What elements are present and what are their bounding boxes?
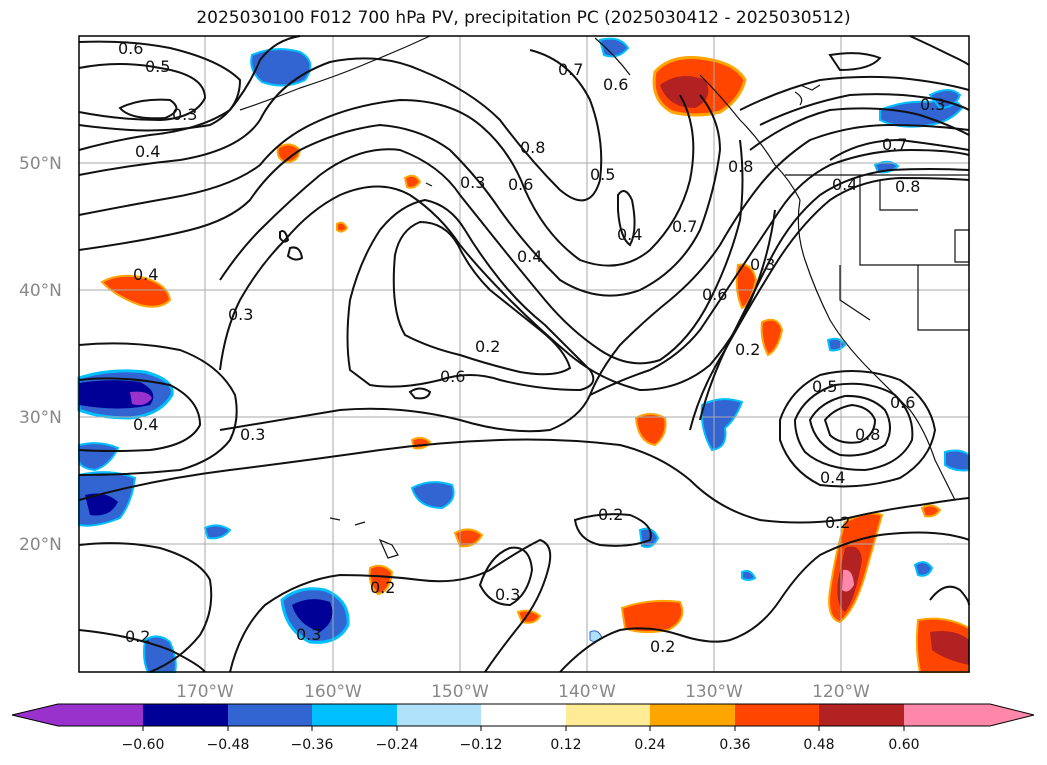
graticule	[79, 36, 969, 672]
colorbar-ticks	[142, 726, 905, 731]
contour-label: 0.2	[598, 505, 623, 524]
colorbar-tick-label: −0.36	[291, 737, 334, 753]
lon-label: 170°W	[176, 682, 234, 702]
colorbar-tick-label: 0.24	[634, 737, 665, 753]
contour-label: 0.3	[228, 305, 253, 324]
colorbar-tick-label: −0.24	[376, 737, 419, 753]
contour-label: 0.2	[825, 513, 850, 532]
colorbar-tick-label: 0.60	[888, 737, 919, 753]
contour-label: 0.3	[296, 625, 321, 644]
contour-label: 0.7	[882, 135, 907, 154]
contour-label: 0.6	[603, 75, 628, 94]
colorbar-tick-label: −0.12	[460, 737, 503, 753]
colorbar-tick-label: 0.48	[803, 737, 834, 753]
lon-label: 150°W	[431, 682, 489, 702]
contour-label: 0.7	[672, 217, 697, 236]
contour-label: 0.3	[172, 105, 197, 124]
lat-label: 30°N	[19, 408, 62, 428]
contour-label: 0.6	[890, 393, 915, 412]
lat-label: 50°N	[19, 154, 62, 174]
contour-label: 0.8	[855, 425, 880, 444]
contour-label: 0.2	[650, 637, 675, 656]
contour-label: 0.8	[520, 138, 545, 157]
contour-label: 0.5	[590, 165, 615, 184]
contour-label: 0.3	[460, 173, 485, 192]
contour-label: 0.5	[145, 57, 170, 76]
lon-label: 120°W	[812, 682, 870, 702]
precip-shading	[77, 37, 970, 673]
lat-label: 40°N	[19, 281, 62, 301]
contour-label: 0.8	[895, 177, 920, 196]
contour-label: 0.4	[133, 265, 158, 284]
contour-label: 0.3	[240, 425, 265, 444]
colorbar: −0.60 −0.48 −0.36 −0.24 −0.12 0.12 0.24 …	[11, 703, 1035, 753]
map-title: 2025030100 F012 700 hPa PV, precipitatio…	[196, 8, 851, 28]
lon-label: 130°W	[685, 682, 743, 702]
contour-label: 0.2	[370, 578, 395, 597]
contour-label: 0.8	[728, 157, 753, 176]
contour-label: 0.6	[508, 175, 533, 194]
lon-label: 160°W	[304, 682, 362, 702]
contour-label: 0.5	[812, 377, 837, 396]
coastlines	[239, 35, 970, 559]
contour-label: 0.4	[135, 142, 160, 161]
contour-label: 0.2	[475, 337, 500, 356]
colorbar-extend-low	[12, 704, 143, 726]
contour-label: 0.4	[820, 468, 845, 487]
contour-label: 0.7	[558, 60, 583, 79]
contour-label: 0.4	[832, 175, 857, 194]
map-panel: 0.6 0.5 0.3 0.4 0.7 0.8 0.3 0.6 0.5 0.4 …	[77, 35, 970, 673]
contour-label: 0.6	[440, 367, 465, 386]
contour-label: 0.6	[702, 285, 727, 304]
lon-label: 140°W	[558, 682, 616, 702]
contour-label: 0.6	[118, 39, 143, 58]
colorbar-tick-label: 0.12	[550, 737, 581, 753]
colorbar-tick-label: 0.36	[719, 737, 750, 753]
contour-labels: 0.6 0.5 0.3 0.4 0.7 0.8 0.3 0.6 0.5 0.4 …	[118, 39, 945, 656]
colorbar-extend-high	[904, 704, 1034, 726]
lat-label: 20°N	[19, 535, 62, 555]
contour-label: 0.2	[735, 340, 760, 359]
contour-label: 0.3	[495, 585, 520, 604]
longitude-labels: 170°W 160°W 150°W 140°W 130°W 120°W	[176, 682, 870, 702]
colorbar-tick-label: −0.60	[122, 737, 165, 753]
contour-label: 0.4	[133, 415, 158, 434]
pv-contours	[78, 35, 970, 673]
colorbar-tick-label: −0.48	[207, 737, 250, 753]
contour-label: 0.4	[617, 225, 642, 244]
latitude-labels: 50°N 40°N 30°N 20°N	[19, 154, 62, 555]
contour-label: 0.3	[750, 255, 775, 274]
contour-label: 0.3	[920, 95, 945, 114]
contour-label: 0.4	[517, 247, 542, 266]
contour-label: 0.2	[125, 627, 150, 646]
